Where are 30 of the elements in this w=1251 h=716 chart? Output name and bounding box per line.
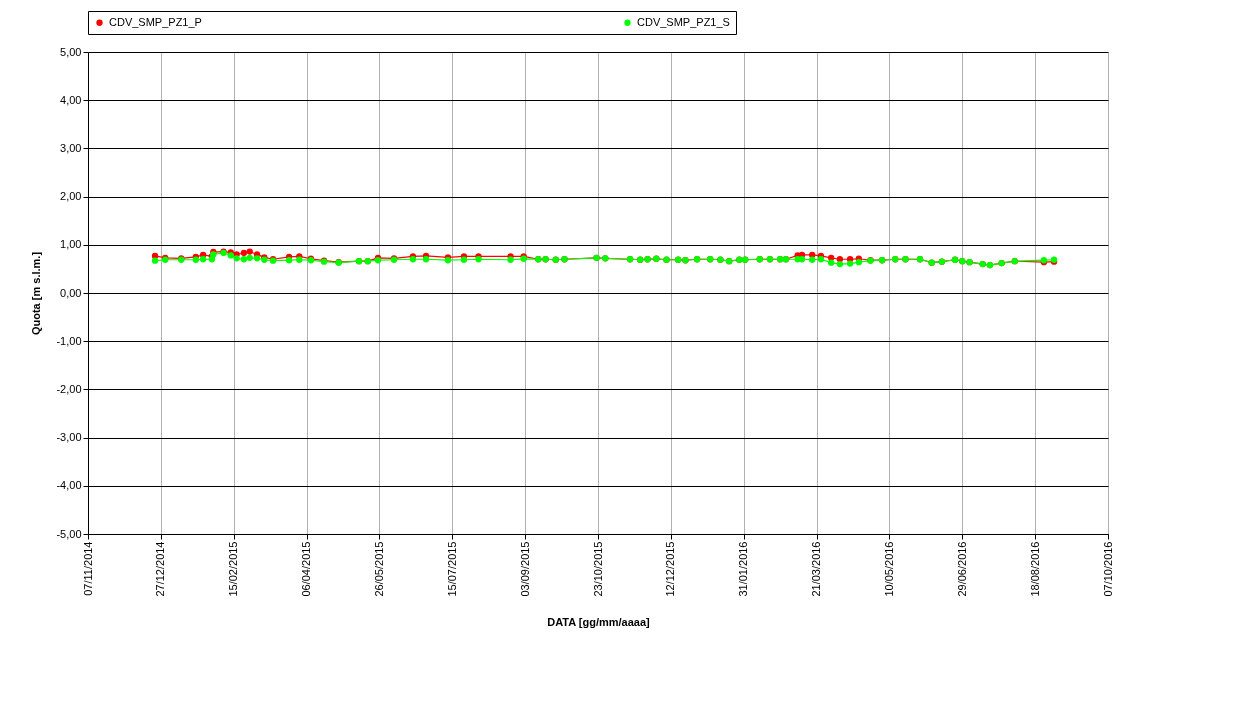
y-tick-label: 3,00 bbox=[60, 141, 82, 154]
y-tick-label: 2,00 bbox=[60, 190, 82, 203]
y-axis-title: Quota [m s.l.m.] bbox=[30, 251, 43, 336]
y-tick-label: 1,00 bbox=[60, 238, 82, 251]
x-tick-label: 15/02/2015 bbox=[227, 541, 240, 597]
x-tick-label: 26/05/2015 bbox=[372, 541, 385, 597]
y-tick-label: -1,00 bbox=[56, 334, 82, 347]
x-tick-label: 27/12/2014 bbox=[154, 541, 167, 597]
x-tick-label: 07/10/2016 bbox=[1101, 541, 1114, 597]
x-tick-label: 18/08/2016 bbox=[1028, 541, 1041, 597]
x-tick-label: 15/07/2015 bbox=[445, 541, 458, 597]
x-tick-label: 23/10/2015 bbox=[591, 541, 604, 597]
x-tick-label: 06/04/2015 bbox=[300, 541, 313, 597]
y-tick-label: -3,00 bbox=[56, 431, 82, 444]
x-tick-label: 07/11/2014 bbox=[81, 541, 94, 596]
x-tick-label: 29/06/2016 bbox=[955, 541, 968, 597]
x-tick-label: 21/03/2016 bbox=[810, 541, 823, 597]
x-tick-label: 12/12/2015 bbox=[664, 541, 677, 597]
y-tick-label: -4,00 bbox=[56, 479, 82, 492]
y-tick-label: 4,00 bbox=[60, 93, 82, 106]
x-axis-title: DATA [gg/mm/aaaa] bbox=[547, 615, 651, 628]
legend-label: CDV_SMP_PZ1_P bbox=[109, 15, 202, 28]
legend-label: CDV_SMP_PZ1_S bbox=[637, 15, 730, 28]
y-tick-label: -5,00 bbox=[56, 527, 82, 540]
y-tick-label: 0,00 bbox=[60, 286, 82, 299]
x-tick-label: 31/01/2016 bbox=[737, 541, 750, 597]
x-tick-label: 10/05/2016 bbox=[882, 541, 895, 597]
x-tick-label: 03/09/2015 bbox=[518, 541, 531, 597]
y-tick-label: -2,00 bbox=[56, 382, 82, 395]
y-tick-label: 5,00 bbox=[60, 45, 82, 58]
